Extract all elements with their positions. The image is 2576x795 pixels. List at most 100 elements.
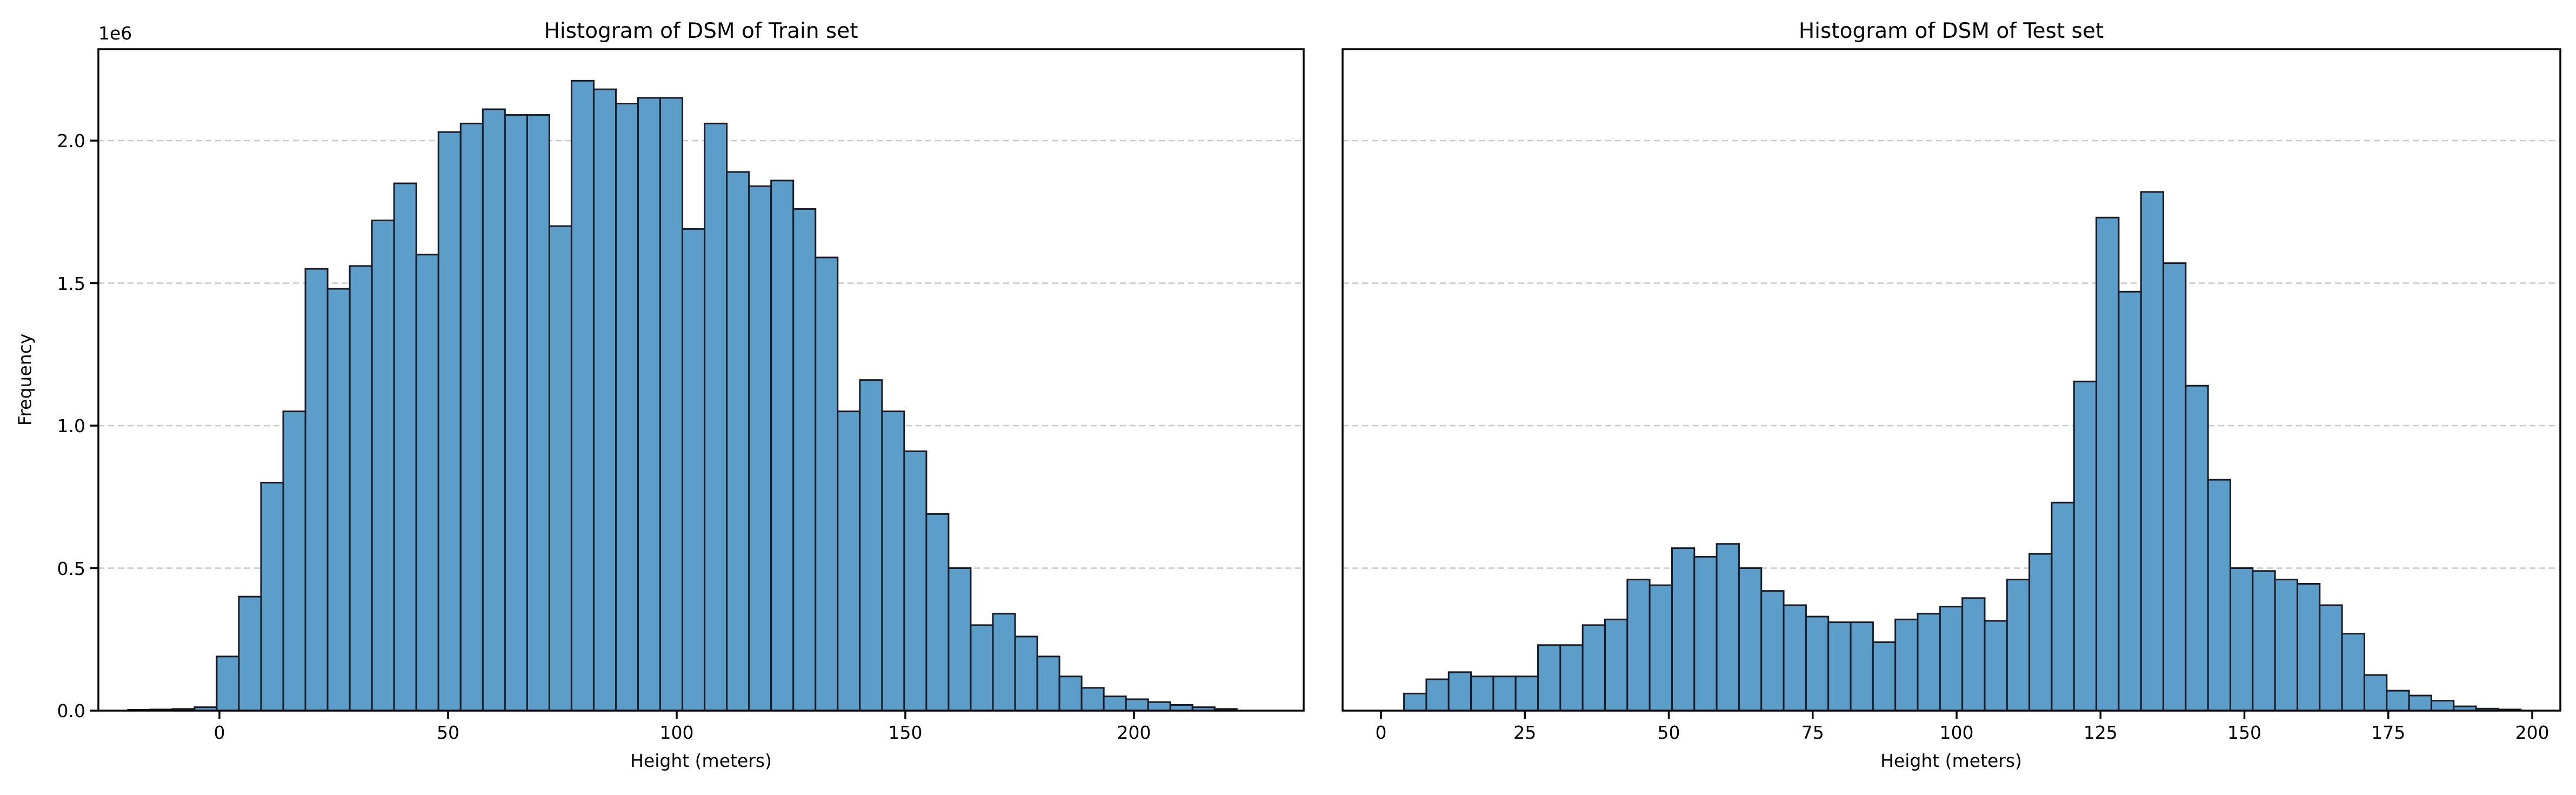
histogram-bar [2386,690,2410,712]
histogram-bar [1939,606,1964,712]
histogram-bar [2230,567,2254,712]
histogram-bar [2252,570,2276,712]
histogram-bar [659,97,684,712]
x-tick-label: 175 [2371,722,2406,743]
histogram-bar [504,114,528,712]
histogram-bar [1805,615,1830,712]
histogram-bar [2207,479,2232,712]
histogram-bar [1447,671,1472,712]
histogram-bar [282,410,306,712]
histogram-bar [859,379,883,712]
histogram-bar [216,655,240,712]
histogram-bar [459,122,484,712]
histogram-bar [2028,553,2053,712]
left-x-axis-label: Height (meters) [630,750,772,771]
histogram-bar [2341,633,2365,712]
y-tick-label: 1.0 [57,415,85,436]
histogram-bar [925,513,950,712]
x-tick-label: 200 [1117,722,1151,743]
histogram-bar [1827,621,1852,712]
histogram-bar [1783,604,1807,712]
histogram-bar [1403,692,1427,712]
histogram-bar [2408,694,2432,712]
histogram-bar [903,450,927,712]
histogram-bar [1036,655,1060,712]
x-tick-label: 50 [437,722,459,743]
histogram-bar [1014,635,1038,712]
histogram-bar [704,122,728,712]
histogram-bar [682,228,706,712]
histogram-bar [1626,579,1651,712]
histogram-bar [2319,604,2343,712]
histogram-bar [748,185,772,712]
x-tick-label: 50 [1657,722,1680,743]
histogram-bar [637,97,662,712]
histogram-bar [1760,590,1785,712]
histogram-bar [1125,698,1149,712]
histogram-bar [548,225,572,712]
histogram-bar [726,171,750,712]
histogram-bar [2185,385,2209,712]
y-axis-offset-text: 1e6 [98,23,132,44]
histogram-bar [1738,567,1763,712]
y-tick-label: 2.0 [57,130,85,151]
histogram-bar [1693,555,1718,712]
x-tick-label: 100 [1939,722,1974,743]
y-tick-label: 0.0 [57,700,85,721]
histogram-bar [238,595,262,712]
left-chart-title: Histogram of DSM of Train set [544,19,858,43]
histogram-bar [2274,579,2298,712]
histogram-bar [437,131,462,712]
histogram-bar [1492,675,1517,712]
histogram-bar [304,268,329,712]
x-tick-label: 150 [2227,722,2261,743]
histogram-bar [2006,579,2031,712]
y-axis-label: Frequency [14,333,36,426]
histogram-bar [1671,547,1696,712]
x-tick-label: 150 [888,722,923,743]
histogram-bar [2140,191,2165,712]
histogram-bar [815,256,839,712]
histogram-bar [1537,644,1561,712]
x-tick-label: 0 [213,722,225,743]
histogram-bar [792,208,817,712]
histogram-bar [2095,216,2120,712]
x-tick-label: 125 [2083,722,2118,743]
histogram-bar [947,567,972,712]
histogram-bar [2073,380,2098,712]
histogram-bar [1581,624,1606,712]
histogram-bar [881,410,905,712]
histogram-bar [1961,597,1986,712]
histogram-bar [1103,695,1127,712]
histogram-bar [1649,584,1673,712]
x-tick-label: 75 [1801,722,1824,743]
x-tick-label: 25 [1513,722,1537,743]
histogram-bar [1850,621,1874,712]
histogram-bar [393,182,417,712]
histogram-bar [326,288,351,712]
histogram-bar [1058,675,1083,712]
histogram-bar [1604,618,1629,712]
right-chart-title: Histogram of DSM of Test set [1798,19,2104,43]
histogram-bar [2363,674,2388,712]
histogram-bar [1716,543,1740,712]
histogram-bar [992,613,1016,712]
histogram-bar [2118,290,2142,712]
histogram-bar [570,80,595,712]
histogram-bar [592,88,617,712]
histogram-bar [371,220,395,712]
histogram-bar [1514,675,1539,712]
histogram-bar [2296,582,2321,712]
histogram-bar [526,114,550,712]
histogram-bar [1917,613,1941,712]
histogram-bar [615,102,639,712]
axes-spines [1342,48,2561,712]
y-tick-label: 1.5 [57,273,85,294]
histogram-bar [260,481,284,712]
histogram-bar [1080,687,1105,712]
histogram-bar [1559,644,1584,712]
histogram-bar [1984,620,2008,712]
histogram-bar [2051,501,2075,712]
histogram-bar [2163,262,2187,712]
